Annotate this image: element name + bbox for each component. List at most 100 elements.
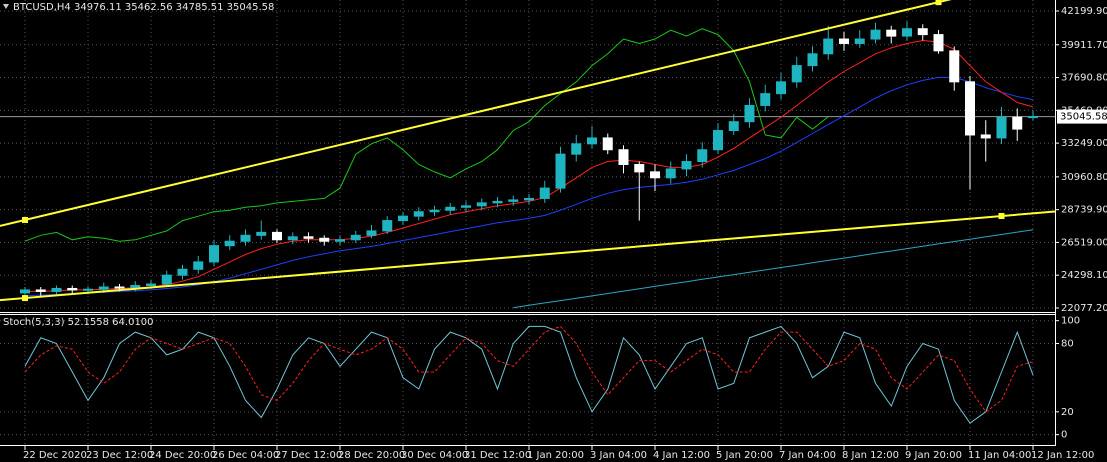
candle-body [161, 274, 172, 285]
y-tick-label: 80 [1061, 338, 1074, 349]
candle-body [571, 143, 582, 155]
x-tick-label: 9 Jan 20:00 [905, 450, 962, 461]
x-tick-label: 4 Jan 12:00 [653, 450, 710, 461]
stoch-line [24, 325, 1034, 424]
candle-body [240, 234, 251, 242]
trend-line [0, 210, 1055, 302]
trend-anchor [935, 0, 942, 6]
candle-body [98, 286, 109, 290]
candle-body [51, 287, 62, 292]
candle-body [350, 234, 361, 241]
x-tick-label: 28 Dec 20:00 [338, 450, 405, 461]
indicator-line [24, 76, 1034, 297]
y-tick-label: 30960.80 [1061, 172, 1107, 183]
candle-body [319, 237, 330, 242]
candle-body [681, 161, 692, 170]
candle-body [303, 236, 314, 239]
y-tick-label: 22077.20 [1061, 303, 1107, 314]
candle-body [854, 38, 865, 44]
current-price-label: 35045.58 [1060, 112, 1107, 123]
x-tick-label: 30 Dec 04:00 [401, 450, 468, 461]
candle-body [398, 215, 408, 222]
candle-body [130, 285, 141, 289]
x-tick-label: 27 Dec 12:00 [275, 450, 342, 461]
x-tick-label: 3 Jan 04:00 [590, 450, 647, 461]
y-tick-label: 100 [1061, 316, 1080, 327]
trend-anchor [998, 213, 1005, 220]
y-tick-label: 28739.90 [1061, 205, 1107, 216]
candle-body [713, 130, 723, 151]
y-tick-label: 0 [1061, 430, 1067, 441]
y-tick-label: 37690.80 [1061, 73, 1107, 84]
indicator-line [513, 229, 1034, 309]
candle-body [461, 205, 471, 208]
candle-body [697, 149, 708, 163]
candle-body [146, 283, 156, 287]
candle-body [1028, 116, 1038, 119]
x-tick-label: 11 Jan 04:00 [968, 450, 1031, 461]
candle-body [665, 168, 676, 179]
y-tick-label: 20 [1061, 407, 1074, 418]
candle-body [870, 29, 881, 40]
candle-body [476, 202, 487, 207]
x-tick-label: 7 Jan 04:00 [779, 450, 836, 461]
candle-body [618, 149, 629, 165]
y-tick-label: 33249.00 [1061, 138, 1107, 149]
x-tick-label: 26 Dec 04:00 [212, 450, 279, 461]
candle-body [760, 93, 771, 106]
candle-body [429, 209, 440, 213]
candle-body [650, 171, 660, 179]
trend-anchor [22, 216, 28, 223]
candle-body [445, 206, 456, 211]
candle-body [224, 240, 235, 247]
x-tick-label: 22 Dec 2020 [23, 450, 87, 461]
trend-line [0, 0, 952, 227]
candle-body [965, 81, 975, 136]
x-tick-label: 8 Jan 12:00 [842, 450, 899, 461]
candle-body [492, 200, 503, 204]
candle-body [272, 231, 282, 241]
stoch-title: Stoch(5,3,3) 52.1558 64.0100 [3, 317, 154, 328]
candle-body [209, 245, 219, 263]
candle-body [539, 187, 550, 199]
candle-body [555, 153, 566, 189]
candle-body [1012, 116, 1023, 130]
main-plot [0, 0, 1055, 312]
candle-body [602, 137, 613, 151]
x-tick-label: 23 Dec 12:00 [86, 450, 153, 461]
candle-body [413, 211, 424, 217]
stoch-plot [0, 315, 1055, 446]
candle-body [508, 199, 519, 202]
candle-body [524, 197, 534, 201]
trend-anchor [22, 295, 28, 302]
candle-body [587, 137, 597, 145]
current-price-box [1057, 109, 1107, 124]
candle-body [902, 28, 912, 37]
candle-body [728, 121, 739, 132]
symbol-icon [3, 4, 9, 9]
candle-body [114, 286, 125, 289]
y-tick-label: 39911.70 [1061, 40, 1107, 51]
candle-body [807, 53, 818, 67]
candle-body [933, 34, 944, 52]
candle-body [193, 261, 204, 270]
x-tick-label: 31 Dec 12:00 [464, 450, 531, 461]
candle-body [839, 38, 849, 44]
candle-body [980, 134, 991, 139]
candle-body [287, 236, 298, 241]
stoch-line [24, 325, 1034, 413]
candle-body [917, 28, 928, 36]
candle-body [335, 239, 345, 242]
candle-body [35, 289, 46, 292]
candle-body [83, 288, 93, 291]
indicator-line [24, 28, 829, 242]
candle-body [744, 104, 755, 123]
candle-body [776, 81, 786, 95]
candle-body [256, 231, 267, 236]
candle-body [67, 287, 78, 291]
chart-title: BTCUSD,H4 34976.11 35462.56 34785.51 350… [13, 2, 274, 13]
